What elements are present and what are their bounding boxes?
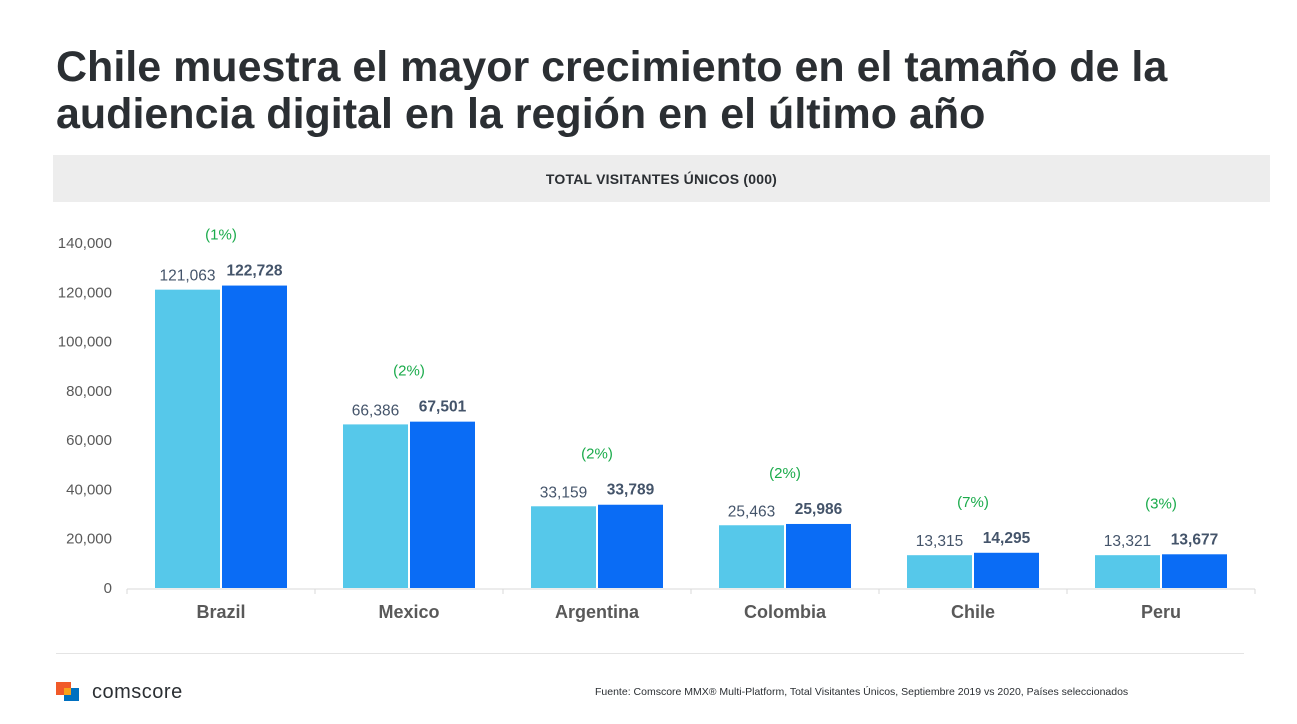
bar-series-1 [719,525,784,588]
comscore-logo-icon [56,680,82,704]
brand-name: comscore [92,680,183,703]
bar-series-2 [598,504,663,588]
bar-series-2 [1162,554,1227,588]
y-tick-label: 140,000 [58,235,112,252]
data-label-series-1: 13,321 [1104,533,1151,550]
source-note: Fuente: Comscore MMX® Multi-Platform, To… [595,686,1129,698]
x-tick-label: Peru [1141,602,1181,622]
x-tick-label: Chile [951,602,995,622]
bar-series-2 [410,421,475,588]
chart-header-label: TOTAL VISITANTES ÚNICOS (000) [545,170,778,187]
data-label-series-1: 33,159 [540,484,587,501]
data-label-series-1: 121,063 [159,268,215,285]
growth-label: (2%) [393,363,425,380]
x-tick-label: Mexico [378,602,439,622]
bar-series-1 [155,289,220,588]
bar-series-1 [531,506,596,588]
data-label-series-2: 14,295 [983,530,1031,547]
bar-series-1 [907,555,972,588]
bar-series-2 [974,552,1039,588]
page-title: Chile muestra el mayor crecimiento en el… [56,43,1168,138]
footer-divider [56,653,1244,654]
bar-series-2 [222,285,287,588]
bar-series-1 [343,424,408,588]
x-tick-label: Argentina [555,602,640,622]
x-tick-label: Brazil [196,602,245,622]
growth-label: (7%) [957,494,989,511]
data-label-series-2: 13,677 [1171,531,1218,548]
growth-label: (3%) [1145,495,1177,512]
bar-series-1 [1095,555,1160,588]
growth-label: (2%) [581,446,613,463]
growth-label: (2%) [769,465,801,482]
y-tick-label: 20,000 [66,531,112,548]
y-tick-label: 100,000 [58,334,112,351]
data-label-series-2: 67,501 [419,399,467,416]
data-label-series-1: 13,315 [916,533,963,550]
y-tick-label: 120,000 [58,284,112,301]
y-tick-label: 80,000 [66,383,112,400]
bar-series-2 [786,523,851,588]
y-tick-label: 0 [104,580,112,597]
growth-label: (1%) [205,227,237,244]
data-label-series-2: 122,728 [226,263,282,280]
data-label-series-1: 25,463 [728,503,775,520]
chart-header-bar: TOTAL VISITANTES ÚNICOS (000) [53,155,1270,202]
data-label-series-2: 33,789 [607,482,655,499]
comscore-logo: comscore [56,680,183,704]
data-label-series-1: 66,386 [352,402,399,419]
x-tick-label: Colombia [744,602,827,622]
data-label-series-2: 25,986 [795,501,843,518]
y-tick-label: 40,000 [66,481,112,498]
y-tick-label: 60,000 [66,432,112,449]
